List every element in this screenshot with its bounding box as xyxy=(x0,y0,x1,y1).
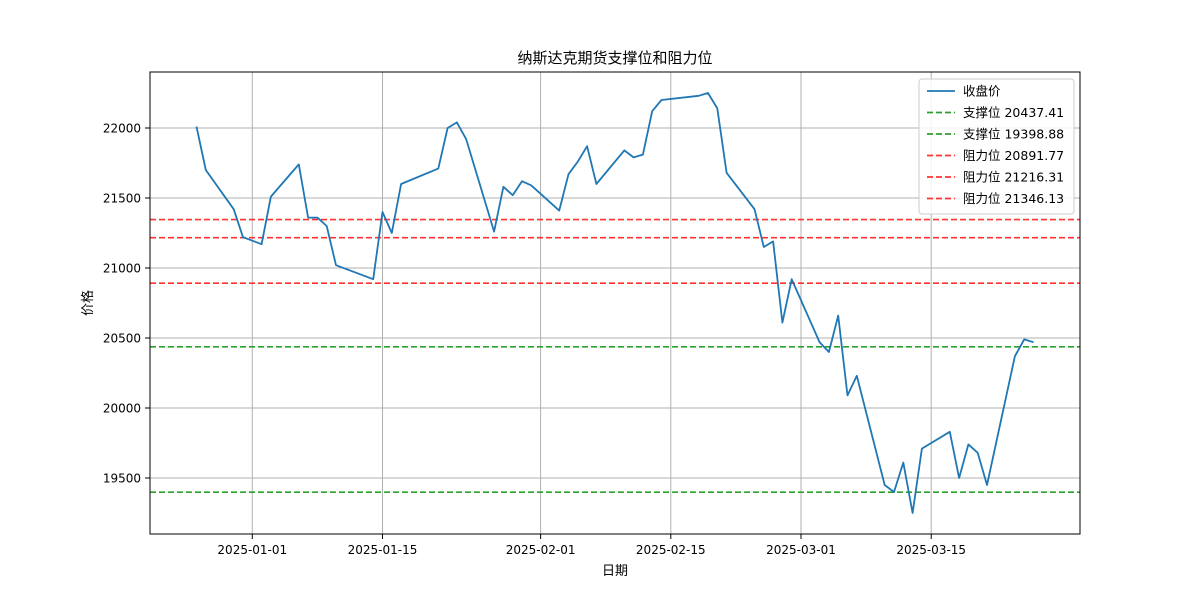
legend-label: 收盘价 xyxy=(963,84,1001,99)
x-tick-label: 2025-03-15 xyxy=(896,543,966,557)
x-tick-label: 2025-01-01 xyxy=(217,543,287,557)
legend-entry-resistance: 阻力位 21216.31 xyxy=(927,170,1064,185)
legend-entry-support: 支撑位 20437.41 xyxy=(927,105,1064,120)
x-tick-label: 2025-01-15 xyxy=(348,543,418,557)
legend-label: 支撑位 20437.41 xyxy=(963,105,1064,120)
legend-label: 阻力位 20891.77 xyxy=(963,148,1064,163)
legend-entry-support: 支撑位 19398.88 xyxy=(927,127,1064,142)
close-price-line xyxy=(195,92,1034,514)
y-tick-label: 20500 xyxy=(103,332,141,346)
legend-label: 阻力位 21216.31 xyxy=(963,170,1064,185)
legend-entry-close: 收盘价 xyxy=(927,84,1001,99)
x-tick-label: 2025-03-01 xyxy=(766,543,836,557)
chart-title: 纳斯达克期货支撑位和阻力位 xyxy=(517,49,712,67)
y-tick-label: 21500 xyxy=(103,192,141,206)
x-tick-label: 2025-02-15 xyxy=(636,543,706,557)
y-tick-label: 20000 xyxy=(103,402,141,416)
legend-entry-resistance: 阻力位 20891.77 xyxy=(927,148,1064,163)
plot-frame xyxy=(149,71,1081,535)
y-tick-label: 19500 xyxy=(103,472,141,486)
x-axis-ticks: 2025-01-01 2025-01-15 2025-02-01 2025-02-15… xyxy=(217,534,966,557)
y-axis-ticks: 19500 20000 20500 21000 21500 22000 xyxy=(103,122,150,486)
legend-label: 支撑位 19398.88 xyxy=(963,127,1064,142)
legend-entry-resistance: 阻力位 21346.13 xyxy=(927,191,1064,206)
series-lines xyxy=(195,92,1034,514)
legend-label: 阻力位 21346.13 xyxy=(963,191,1064,206)
x-axis-label: 日期 xyxy=(602,564,628,579)
legend-box xyxy=(918,78,1075,215)
y-tick-label: 21000 xyxy=(103,262,141,276)
y-tick-label: 22000 xyxy=(103,122,141,136)
y-axis-label: 价格 xyxy=(80,290,96,316)
level-lines xyxy=(150,218,1080,493)
x-tick-label: 2025-02-01 xyxy=(506,543,576,557)
